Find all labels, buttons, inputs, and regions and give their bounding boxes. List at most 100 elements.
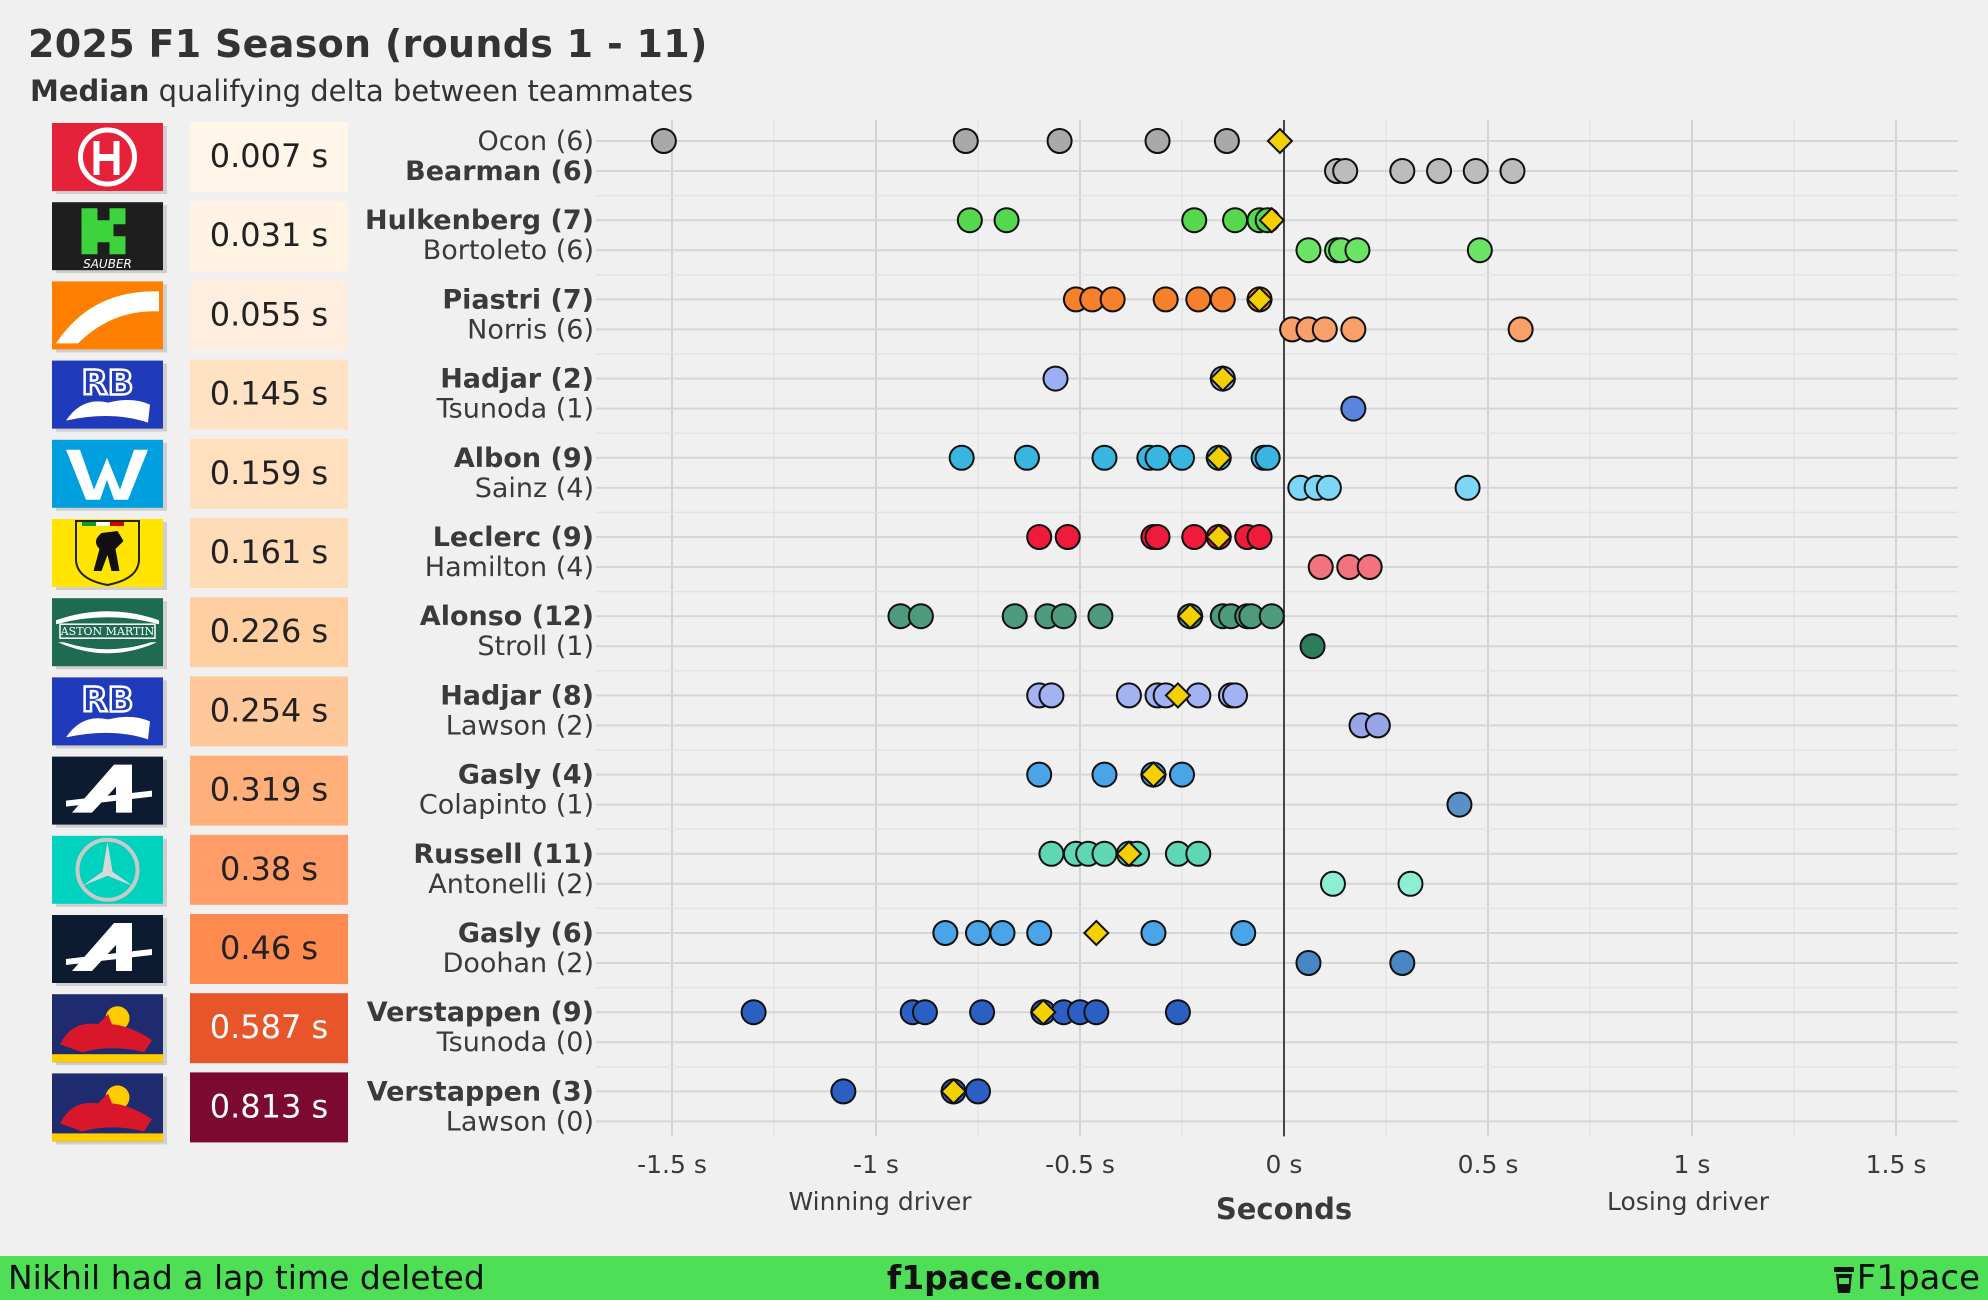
mclaren-logo bbox=[52, 281, 163, 350]
driver-label-bottom: Hamilton (4) bbox=[425, 552, 594, 583]
driver-label-top: Piastri (7) bbox=[442, 284, 594, 315]
median-marker bbox=[1029, 998, 1057, 1026]
data-point-top bbox=[993, 207, 1020, 234]
charging-bull-icon bbox=[60, 1093, 152, 1132]
x-tick-label: -1 s bbox=[853, 1150, 899, 1179]
data-point-top bbox=[1042, 365, 1069, 392]
data-point-top bbox=[1099, 286, 1126, 313]
data-point-top bbox=[969, 999, 996, 1026]
median-badge bbox=[190, 755, 348, 826]
data-point-top bbox=[1169, 761, 1195, 788]
data-point-top bbox=[1185, 286, 1212, 313]
data-point-top bbox=[1246, 524, 1273, 550]
team-row: 0.161 s Leclerc (9)Hamilton (4) bbox=[52, 518, 1383, 590]
data-point-bottom bbox=[1397, 870, 1424, 897]
team-row: ASTON MARTIN 0.226 s Alonso (12)Stroll (1) bbox=[52, 597, 1326, 670]
median-label: 0.319 s bbox=[210, 771, 328, 809]
data-point-top bbox=[1087, 603, 1114, 630]
flag-red bbox=[110, 522, 124, 526]
median-badge bbox=[190, 359, 348, 430]
data-point-top bbox=[989, 920, 1016, 946]
racing-bulls-logo: RB bbox=[52, 677, 163, 746]
subtitle-rest: qualifying delta between teammates bbox=[149, 74, 694, 108]
data-point-bottom bbox=[1295, 237, 1322, 264]
driver-label-bottom: Stroll (1) bbox=[477, 631, 594, 662]
data-point-top bbox=[740, 999, 767, 1026]
team-row: 0.319 s Gasly (4)Colapinto (1) bbox=[52, 755, 1473, 828]
driver-label-bottom: Sainz (4) bbox=[475, 473, 594, 504]
williams-logo bbox=[52, 439, 163, 508]
driver-label-top: Ocon (6) bbox=[477, 126, 594, 157]
median-marker bbox=[1246, 285, 1273, 313]
data-point-top bbox=[965, 920, 991, 946]
prancing-horse-icon bbox=[93, 531, 124, 571]
team-row: 0.813 s Verstappen (3)Lawson (0) bbox=[52, 1072, 991, 1145]
subtitle-bold: Median bbox=[30, 74, 150, 108]
winning-driver-note: Winning driver bbox=[789, 1187, 973, 1216]
median-marker bbox=[1266, 127, 1294, 155]
alpine-logo bbox=[52, 756, 163, 825]
data-point-top bbox=[1140, 920, 1167, 946]
wing-bottom-icon bbox=[58, 642, 157, 654]
footer-brand-text: F1pace bbox=[1856, 1258, 1980, 1298]
data-point-top bbox=[911, 999, 938, 1026]
aston-martin-wordmark: ASTON MARTIN bbox=[60, 625, 155, 638]
data-point-top bbox=[1164, 999, 1191, 1026]
data-point-top bbox=[830, 1078, 857, 1105]
footer-bar: Nikhil had a lap time deleted f1pace.com… bbox=[0, 1256, 1988, 1300]
driver-label-top: Gasly (6) bbox=[458, 918, 594, 949]
rb-letters-icon: RB bbox=[81, 364, 133, 404]
data-point-top bbox=[1046, 128, 1073, 154]
team-row: 0.159 s Albon (9)Sainz (4) bbox=[52, 438, 1481, 511]
haas-logo bbox=[52, 123, 163, 191]
data-point-top bbox=[1026, 761, 1053, 788]
median-label: 0.007 s bbox=[210, 137, 328, 175]
red-bull-logo bbox=[52, 994, 163, 1063]
data-point-bottom bbox=[1499, 158, 1526, 184]
driver-label-top: Leclerc (9) bbox=[433, 522, 594, 553]
mclaren-swoosh-icon bbox=[56, 291, 159, 344]
data-point-top bbox=[952, 128, 979, 154]
data-point-bottom bbox=[1466, 237, 1493, 264]
wordmark-box bbox=[59, 623, 156, 639]
data-point-bottom bbox=[1340, 316, 1367, 343]
data-point-top bbox=[956, 207, 983, 234]
data-point-top bbox=[1185, 840, 1212, 867]
coffee-cup-icon bbox=[1833, 1266, 1854, 1293]
data-point-top bbox=[1144, 444, 1171, 471]
data-point-top bbox=[1222, 682, 1249, 709]
data-point-top bbox=[1091, 761, 1118, 788]
median-label: 0.813 s bbox=[210, 1087, 328, 1125]
median-marker bbox=[1205, 523, 1233, 551]
median-label: 0.145 s bbox=[210, 375, 328, 413]
data-point-bottom bbox=[1295, 950, 1322, 976]
data-point-top bbox=[965, 1078, 991, 1105]
team-row: 0.587 s Verstappen (9)Tsunoda (0) bbox=[52, 993, 1191, 1066]
median-badge bbox=[190, 201, 348, 272]
data-point-bottom bbox=[1344, 237, 1371, 264]
x-tick-label: 1.5 s bbox=[1866, 1150, 1927, 1179]
footer-brand: F1pace bbox=[1833, 1256, 1980, 1300]
median-badge bbox=[190, 914, 348, 984]
median-marker bbox=[1209, 365, 1237, 393]
data-point-top bbox=[1258, 603, 1285, 630]
footer-site-link[interactable]: f1pace.com bbox=[886, 1258, 1102, 1297]
median-label: 0.587 s bbox=[210, 1008, 328, 1046]
driver-label-bottom: Doohan (2) bbox=[443, 948, 594, 979]
driver-label-bottom: Antonelli (2) bbox=[428, 869, 594, 900]
data-point-top bbox=[1213, 128, 1240, 154]
logo-band bbox=[52, 1133, 163, 1142]
qualifying-delta-chart: 0.007 s Ocon (6)Bearman (6) SAUBER 0.031 s H… bbox=[52, 120, 1958, 1226]
x-tick-label: -0.5 s bbox=[1045, 1150, 1115, 1179]
data-point-top bbox=[1144, 524, 1171, 550]
data-point-top bbox=[1169, 444, 1195, 471]
median-marker bbox=[1258, 206, 1286, 234]
rows-layer: 0.007 s Ocon (6)Bearman (6) SAUBER 0.031 s H… bbox=[52, 122, 1534, 1145]
median-label: 0.46 s bbox=[220, 929, 318, 967]
median-badge bbox=[190, 597, 348, 668]
wing-top-icon bbox=[56, 611, 159, 625]
data-point-bottom bbox=[1340, 395, 1367, 422]
median-badge bbox=[190, 438, 348, 509]
haas-h-icon bbox=[93, 141, 120, 175]
driver-label-top: Hadjar (8) bbox=[440, 680, 594, 711]
